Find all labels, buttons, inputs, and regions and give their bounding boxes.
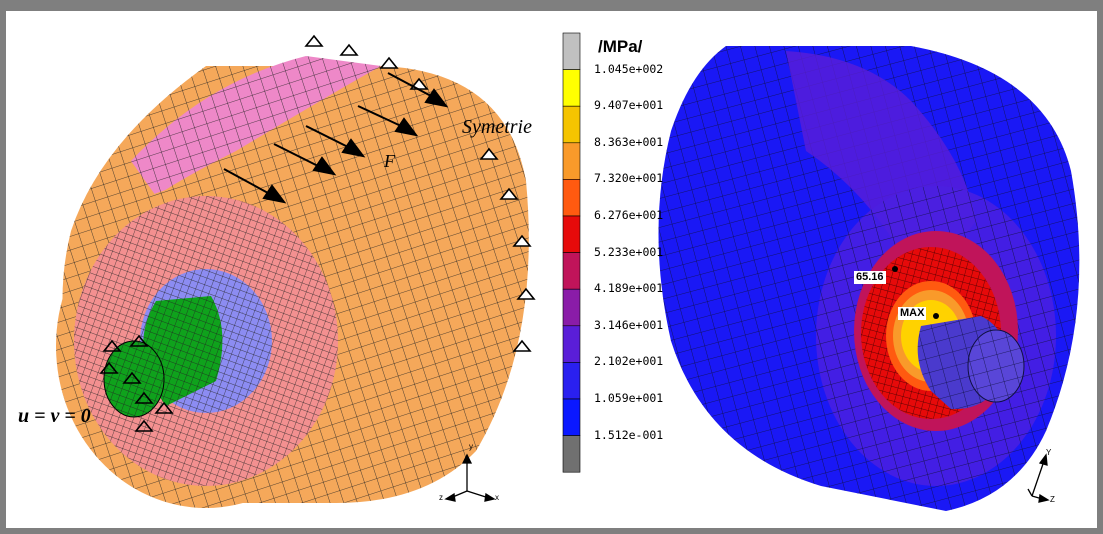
colorbar-segment	[562, 105, 581, 144]
axis-label-y-right: Y	[1046, 448, 1052, 457]
colorbar-segment	[562, 435, 581, 473]
colorbar-tick-label: 6.276e+001	[594, 208, 664, 222]
colorbar-tick-label: 5.233e+001	[594, 244, 664, 259]
label-boundary-condition: u = v = 0	[18, 405, 91, 427]
colorbar-segment	[562, 142, 581, 180]
label-max: MAX	[898, 307, 927, 320]
label-value: 65.16	[854, 271, 886, 284]
figure-frame: Symetrie F u = v = 0 y x z /MPa/ 1.045e+…	[6, 11, 1097, 528]
axis-label-z-left: z	[439, 493, 443, 502]
force-arrows	[223, 72, 449, 204]
axis-label-y-left: y	[469, 442, 473, 451]
colorbar-segment	[562, 398, 581, 436]
colorbar-tick-label: 1.059e+001	[594, 391, 664, 405]
colorbar-tick-label: 1.045e+002	[594, 61, 664, 76]
axis-label-z-right: Z	[1050, 495, 1055, 504]
symmetry-supports	[304, 34, 536, 352]
colorbar-tick-label: 9.407e+001	[594, 98, 664, 113]
colorbar-segment	[562, 32, 581, 70]
colorbar-segment	[562, 325, 581, 363]
colorbar-tick-label: 3.146e+001	[594, 317, 664, 332]
colorbar-segment	[562, 215, 581, 253]
colorbar	[562, 32, 581, 473]
colorbar-tick-label: 7.320e+001	[594, 171, 664, 186]
mesh-model-left	[56, 56, 529, 508]
colorbar-segment	[562, 362, 581, 400]
colorbar-tick-label: 1.512e-001	[594, 427, 664, 442]
colorbar-segment	[562, 179, 581, 217]
colorbar-tick-label: 2.102e+001	[594, 354, 664, 369]
colorbar-unit: /MPa/	[598, 37, 643, 56]
label-force: F	[384, 151, 395, 171]
figure-canvas	[56, 32, 1080, 511]
label-symmetry: Symetrie	[462, 116, 532, 138]
axis-triad-right	[1027, 453, 1050, 503]
colorbar-tick-label: 8.363e+001	[594, 134, 664, 149]
axis-triad-left	[444, 453, 496, 502]
colorbar-tick-label: 4.189e+001	[594, 281, 664, 296]
colorbar-segment	[562, 69, 581, 107]
axis-label-x-left: x	[495, 493, 499, 502]
colorbar-segment	[562, 252, 581, 290]
colorbar-segment	[562, 288, 581, 327]
fixed-supports	[99, 334, 174, 432]
mesh-model-right	[658, 46, 1080, 511]
